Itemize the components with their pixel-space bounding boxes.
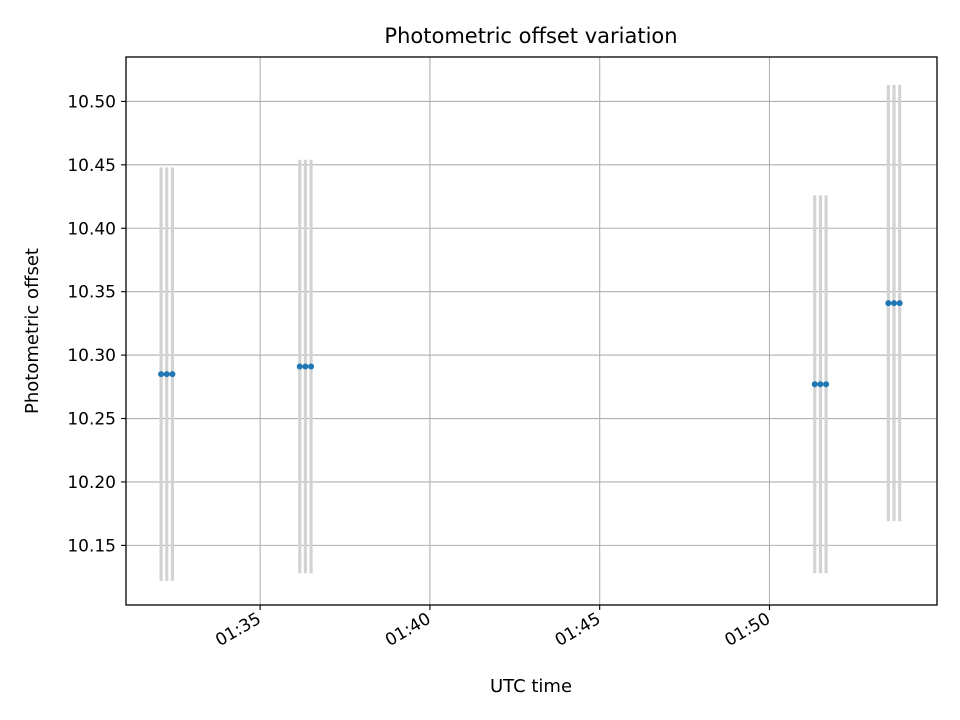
plot-area-frame [125, 56, 938, 606]
data-point [823, 381, 830, 388]
y-tick-label: 10.35 [67, 283, 116, 303]
data-point [890, 300, 897, 307]
data-point [308, 363, 315, 370]
y-tick-label: 10.50 [67, 92, 116, 112]
x-axis-label: UTC time [490, 676, 572, 697]
y-tick-label: 10.20 [67, 473, 116, 493]
y-tick-label: 10.15 [67, 536, 116, 556]
data-point [817, 381, 824, 388]
data-point [302, 363, 309, 370]
grid-layer [126, 57, 937, 605]
data-point [296, 363, 303, 370]
y-tick-label: 10.25 [67, 410, 116, 430]
y-axis-label: Photometric offset [22, 248, 43, 414]
point-layer [158, 300, 903, 388]
data-point [811, 381, 818, 388]
data-point [885, 300, 892, 307]
y-axis-ticks: 10.15 10.20 10.25 10.30 10.35 10.40 10.45 10.50 [67, 92, 126, 556]
y-tick-label: 10.45 [67, 156, 116, 176]
data-point [169, 371, 176, 378]
data-point [158, 371, 165, 378]
chart-title: Photometric offset variation [384, 24, 677, 48]
y-tick-label: 10.40 [67, 219, 116, 239]
data-point [896, 300, 903, 307]
y-tick-label: 10.30 [67, 346, 116, 366]
data-point [163, 371, 170, 378]
